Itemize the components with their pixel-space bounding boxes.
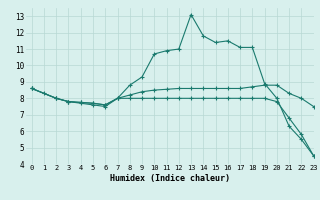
X-axis label: Humidex (Indice chaleur): Humidex (Indice chaleur) xyxy=(109,174,230,183)
